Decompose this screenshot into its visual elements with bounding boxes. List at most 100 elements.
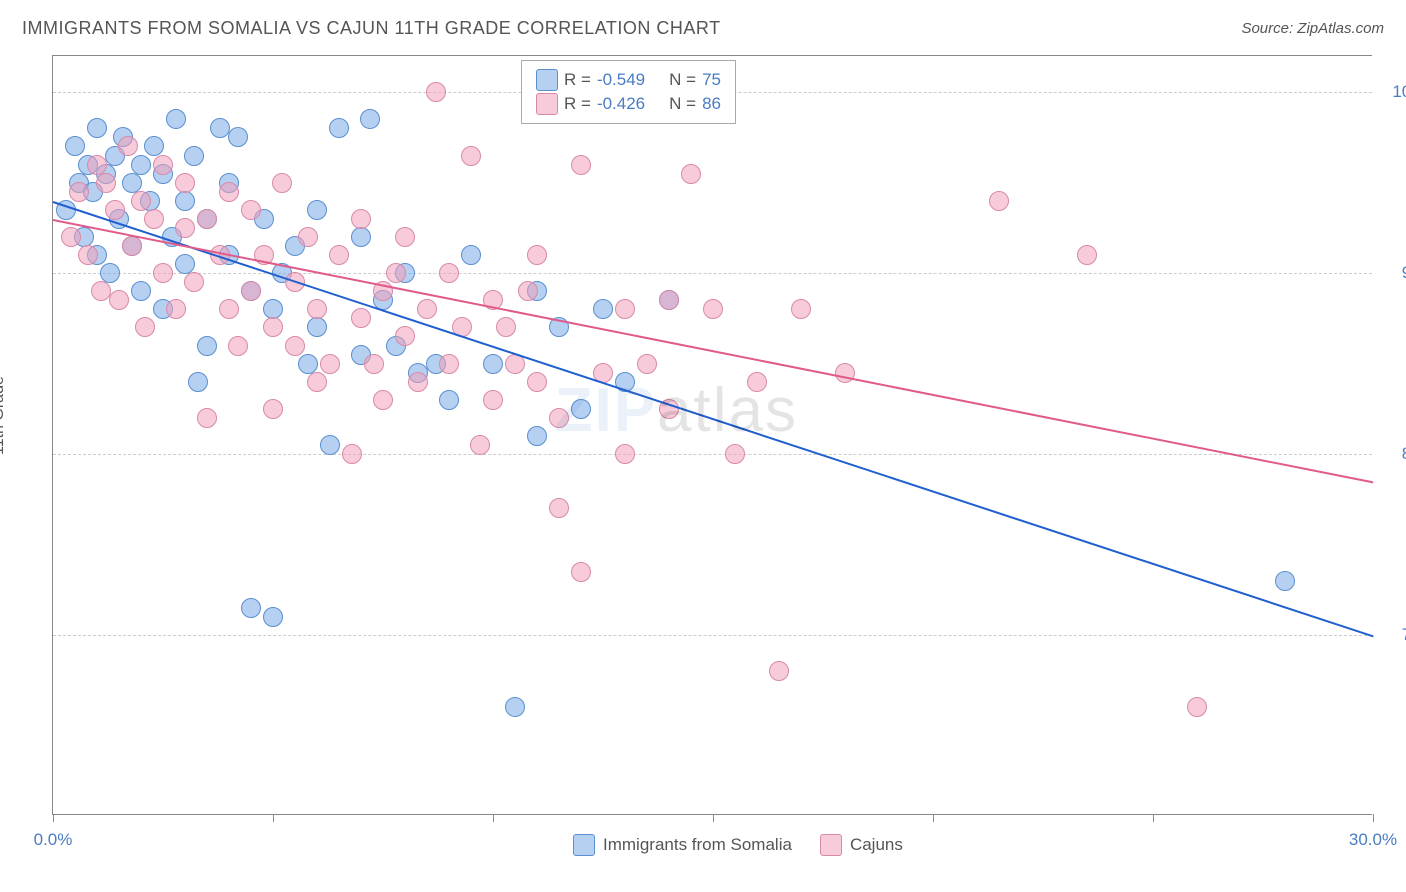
legend-item: Cajuns — [820, 834, 903, 856]
chart-title: IMMIGRANTS FROM SOMALIA VS CAJUN 11TH GR… — [22, 18, 721, 39]
y-tick-label: 70.0% — [1402, 625, 1406, 645]
scatter-point — [285, 336, 305, 356]
scatter-point — [395, 227, 415, 247]
legend-label: Cajuns — [850, 835, 903, 855]
legend-label: Immigrants from Somalia — [603, 835, 792, 855]
scatter-point — [122, 236, 142, 256]
scatter-point — [118, 136, 138, 156]
gridline-h — [53, 454, 1372, 455]
scatter-point — [166, 109, 186, 129]
scatter-point — [395, 326, 415, 346]
scatter-point — [228, 127, 248, 147]
scatter-point — [307, 372, 327, 392]
y-tick-label: 80.0% — [1402, 444, 1406, 464]
source-label: Source: ZipAtlas.com — [1241, 20, 1384, 37]
scatter-point — [593, 299, 613, 319]
scatter-point — [61, 227, 81, 247]
scatter-point — [78, 245, 98, 265]
n-label: N = — [669, 94, 696, 114]
r-value: -0.549 — [597, 70, 645, 90]
scatter-point — [263, 607, 283, 627]
scatter-point — [417, 299, 437, 319]
scatter-point — [364, 354, 384, 374]
scatter-point — [320, 435, 340, 455]
y-tick-label: 90.0% — [1402, 263, 1406, 283]
scatter-point — [360, 109, 380, 129]
y-tick-label: 100.0% — [1392, 82, 1406, 102]
x-tick — [53, 814, 54, 822]
scatter-point — [298, 227, 318, 247]
scatter-point — [298, 354, 318, 374]
scatter-point — [483, 354, 503, 374]
scatter-point — [329, 245, 349, 265]
x-tick-label: 0.0% — [34, 830, 73, 850]
scatter-point — [373, 390, 393, 410]
legend-swatch — [820, 834, 842, 856]
scatter-point — [659, 290, 679, 310]
trend-line — [53, 201, 1374, 637]
scatter-point — [549, 408, 569, 428]
scatter-point — [725, 444, 745, 464]
legend-swatch — [573, 834, 595, 856]
r-label: R = — [564, 70, 591, 90]
scatter-point — [131, 281, 151, 301]
legend-item: Immigrants from Somalia — [573, 834, 792, 856]
scatter-point — [408, 372, 428, 392]
scatter-point — [219, 299, 239, 319]
scatter-point — [263, 399, 283, 419]
scatter-point — [769, 661, 789, 681]
trend-line — [53, 219, 1373, 483]
scatter-point — [184, 272, 204, 292]
x-tick — [933, 814, 934, 822]
scatter-point — [320, 354, 340, 374]
scatter-point — [166, 299, 186, 319]
scatter-point — [100, 263, 120, 283]
scatter-point — [241, 281, 261, 301]
scatter-point — [439, 390, 459, 410]
r-value: -0.426 — [597, 94, 645, 114]
scatter-point — [637, 354, 657, 374]
n-value: 86 — [702, 94, 721, 114]
scatter-point — [527, 372, 547, 392]
scatter-point — [461, 245, 481, 265]
stats-row: R = -0.549N = 75 — [536, 69, 721, 91]
scatter-point — [109, 290, 129, 310]
scatter-point — [144, 209, 164, 229]
x-tick — [1153, 814, 1154, 822]
scatter-point — [307, 200, 327, 220]
stats-legend: R = -0.549N = 75R = -0.426 N = 86 — [521, 60, 736, 124]
scatter-point — [505, 697, 525, 717]
scatter-point — [571, 562, 591, 582]
scatter-point — [703, 299, 723, 319]
scatter-point — [105, 200, 125, 220]
scatter-point — [496, 317, 516, 337]
scatter-point — [272, 173, 292, 193]
scatter-point — [615, 444, 635, 464]
x-tick — [713, 814, 714, 822]
scatter-point — [342, 444, 362, 464]
legend-swatch — [536, 93, 558, 115]
scatter-point — [351, 209, 371, 229]
scatter-point — [307, 317, 327, 337]
x-tick — [273, 814, 274, 822]
y-axis-label: 11th Grade — [0, 376, 8, 455]
scatter-point — [518, 281, 538, 301]
scatter-point — [263, 299, 283, 319]
scatter-point — [241, 598, 261, 618]
scatter-point — [87, 155, 107, 175]
scatter-point — [791, 299, 811, 319]
scatter-point — [483, 390, 503, 410]
scatter-point — [219, 182, 239, 202]
scatter-point — [426, 82, 446, 102]
scatter-point — [69, 182, 89, 202]
n-value: 75 — [702, 70, 721, 90]
scatter-point — [153, 263, 173, 283]
scatter-point — [571, 399, 591, 419]
scatter-point — [747, 372, 767, 392]
stats-row: R = -0.426N = 86 — [536, 93, 721, 115]
legend-swatch — [536, 69, 558, 91]
scatter-point — [527, 426, 547, 446]
scatter-point — [188, 372, 208, 392]
scatter-point — [329, 118, 349, 138]
gridline-h — [53, 635, 1372, 636]
